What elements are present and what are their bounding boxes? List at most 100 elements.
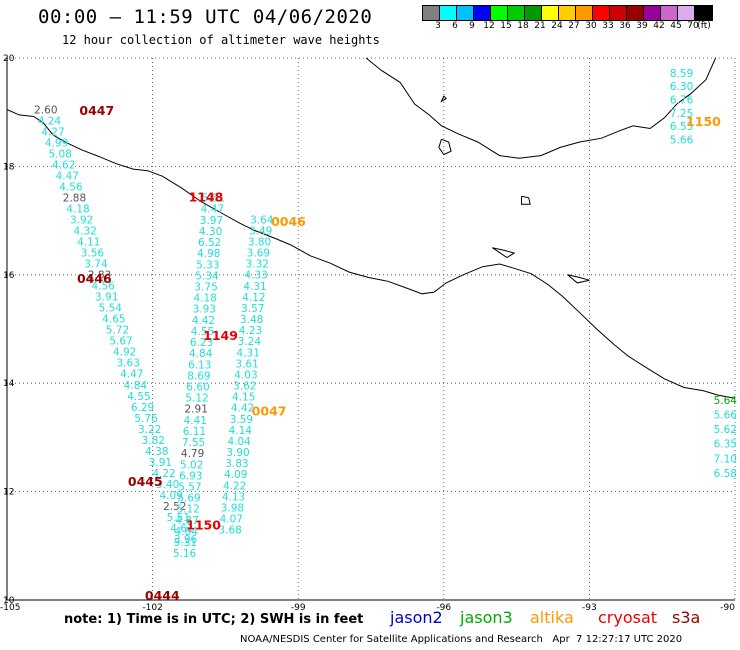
wave-height-value: 3.24	[238, 336, 262, 348]
wave-height-value: 4.55	[127, 391, 150, 403]
wave-height-value: 6.60	[186, 382, 209, 394]
wave-height-value: 4.65	[102, 314, 125, 326]
wave-height-value: 4.03	[234, 369, 257, 381]
wave-height-value: 3.93	[193, 304, 216, 316]
wave-height-value: 3.22	[138, 424, 161, 436]
wave-height-value: 5.64	[714, 395, 738, 407]
pass-time-labels: 0447 1148 0046 0446 1149 0047 0445 1150 0444 1150	[77, 103, 721, 603]
lon-tick-label: -90	[720, 603, 735, 613]
wave-height-value: 4.30	[199, 226, 222, 238]
credit-line: NOAA/NESDIS Center for Satellite Applica…	[240, 634, 683, 645]
wave-height-value: 4.92	[113, 347, 136, 359]
wave-height-value: 5.76	[134, 413, 158, 425]
wave-height-value: 4.22	[152, 468, 175, 480]
pass-time-label: 0046	[271, 214, 306, 229]
pass-time-label: 1149	[203, 328, 238, 343]
wave-height-value: 3.97	[200, 215, 223, 227]
wave-height-value: 5.51	[167, 512, 190, 524]
color-swatch	[644, 6, 661, 20]
pass-time-label: 0445	[128, 474, 163, 489]
wave-height-value: 4.42	[192, 315, 215, 327]
wave-height-value: 6.23	[190, 337, 213, 349]
wave-height-value: 6.30	[670, 81, 693, 93]
color-swatch	[593, 6, 610, 20]
wave-height-value: 4.23	[239, 325, 262, 337]
color-scale-label: 6	[452, 21, 458, 31]
wave-height-value: 4.41	[184, 415, 207, 427]
wave-height-value: 2.91	[185, 404, 208, 416]
lon-tick-label: -102	[142, 603, 162, 613]
wave-height-value: 3.83	[225, 458, 248, 470]
wave-height-value: 4.18	[66, 203, 89, 215]
lat-tick-label: 12	[3, 488, 14, 498]
page-title: 00:00 – 11:59 UTC 04/06/2020	[38, 6, 373, 28]
lake-outline	[438, 138, 452, 156]
color-scale-label: 3	[435, 21, 441, 31]
color-scale-label: 18	[517, 21, 529, 31]
wave-height-value: 4.33	[244, 270, 267, 282]
pass-time-label: 1150	[686, 114, 721, 129]
wave-height-value: 2.88	[63, 192, 86, 204]
color-scale-label: 24	[551, 21, 563, 31]
wave-height-value: 2.52	[163, 501, 186, 513]
color-swatch	[525, 6, 542, 20]
altimeter-tracks: 2.604.244.274.995.084.624.474.562.884.18…	[34, 68, 737, 560]
wave-height-value: 3.91	[149, 457, 172, 469]
color-scale-label: 21	[534, 21, 546, 31]
wave-height-value: 6.13	[188, 359, 211, 371]
wave-height-value: 6.55	[670, 121, 693, 133]
wave-height-value: 4.98	[197, 248, 220, 260]
wave-height-value: 8.69	[187, 370, 210, 382]
wave-height-value: 5.54	[99, 303, 123, 315]
wave-height-value: 6.35	[714, 439, 737, 451]
legend-cryosat: cryosat	[598, 608, 658, 627]
wave-height-value: 3.80	[248, 236, 271, 248]
wave-height-value: 3.32	[246, 259, 269, 271]
wave-height-value: 5.67	[109, 336, 132, 348]
wave-height-value: 3.62	[233, 381, 256, 393]
color-scale-label: 39	[636, 21, 648, 31]
lat-tick-label: 10	[3, 596, 15, 606]
wave-height-value: 4.13	[222, 491, 245, 503]
color-swatch	[678, 6, 695, 20]
color-swatch	[457, 6, 474, 20]
color-swatch	[440, 6, 457, 20]
color-scale-label: 15	[500, 21, 512, 31]
pass-time-label: 0447	[79, 103, 114, 118]
wave-height-value: 4.38	[145, 446, 168, 458]
wave-height-value: 5.31	[174, 537, 197, 549]
wave-height-value: 3.75	[194, 282, 217, 294]
wave-height-value: 3.57	[241, 303, 264, 315]
wave-height-value: 3.64	[250, 214, 274, 226]
wave-height-value: 3.63	[117, 358, 140, 370]
lon-tick-label: -105	[0, 603, 20, 613]
wave-height-value: 4.55	[191, 326, 214, 338]
color-swatch	[559, 6, 576, 20]
pass-time-label: 0446	[77, 271, 112, 286]
color-swatch	[627, 6, 644, 20]
wave-height-value: 3.56	[81, 248, 105, 260]
wave-height-value: 3.68	[218, 525, 241, 537]
wave-height-value: 5.62	[714, 424, 737, 436]
wave-height-value: 6.29	[131, 402, 154, 414]
wave-height-value: 4.62	[52, 159, 75, 171]
wave-height-value: 4.04	[227, 436, 251, 448]
wave-height-value: 4.99	[45, 137, 68, 149]
wave-height-value: 3.98	[221, 502, 244, 514]
color-scale-label: 33	[602, 21, 614, 31]
wave-height-value: 4.31	[237, 347, 260, 359]
pass-time-label: 1150	[186, 518, 221, 533]
gulf-coastline	[365, 57, 717, 159]
color-scale-label: 30	[585, 21, 597, 31]
axis-tick-labels: -105 -102 -99 -96 -93 -90 20 18 16 14 12 10	[0, 54, 735, 613]
color-scale-bar	[422, 5, 713, 21]
wave-height-value: 4.32	[74, 225, 97, 237]
wave-height-value: 3.48	[240, 314, 263, 326]
wave-height-value: 4.27	[41, 126, 64, 138]
wave-height-value: 5.08	[48, 148, 71, 160]
legend-jason3: jason3	[460, 608, 513, 627]
wave-height-value: 5.16	[173, 548, 197, 560]
wave-height-value: 6.58	[714, 468, 737, 480]
wave-height-value: 3.74	[84, 259, 108, 271]
wave-height-value: 4.84	[189, 348, 213, 360]
